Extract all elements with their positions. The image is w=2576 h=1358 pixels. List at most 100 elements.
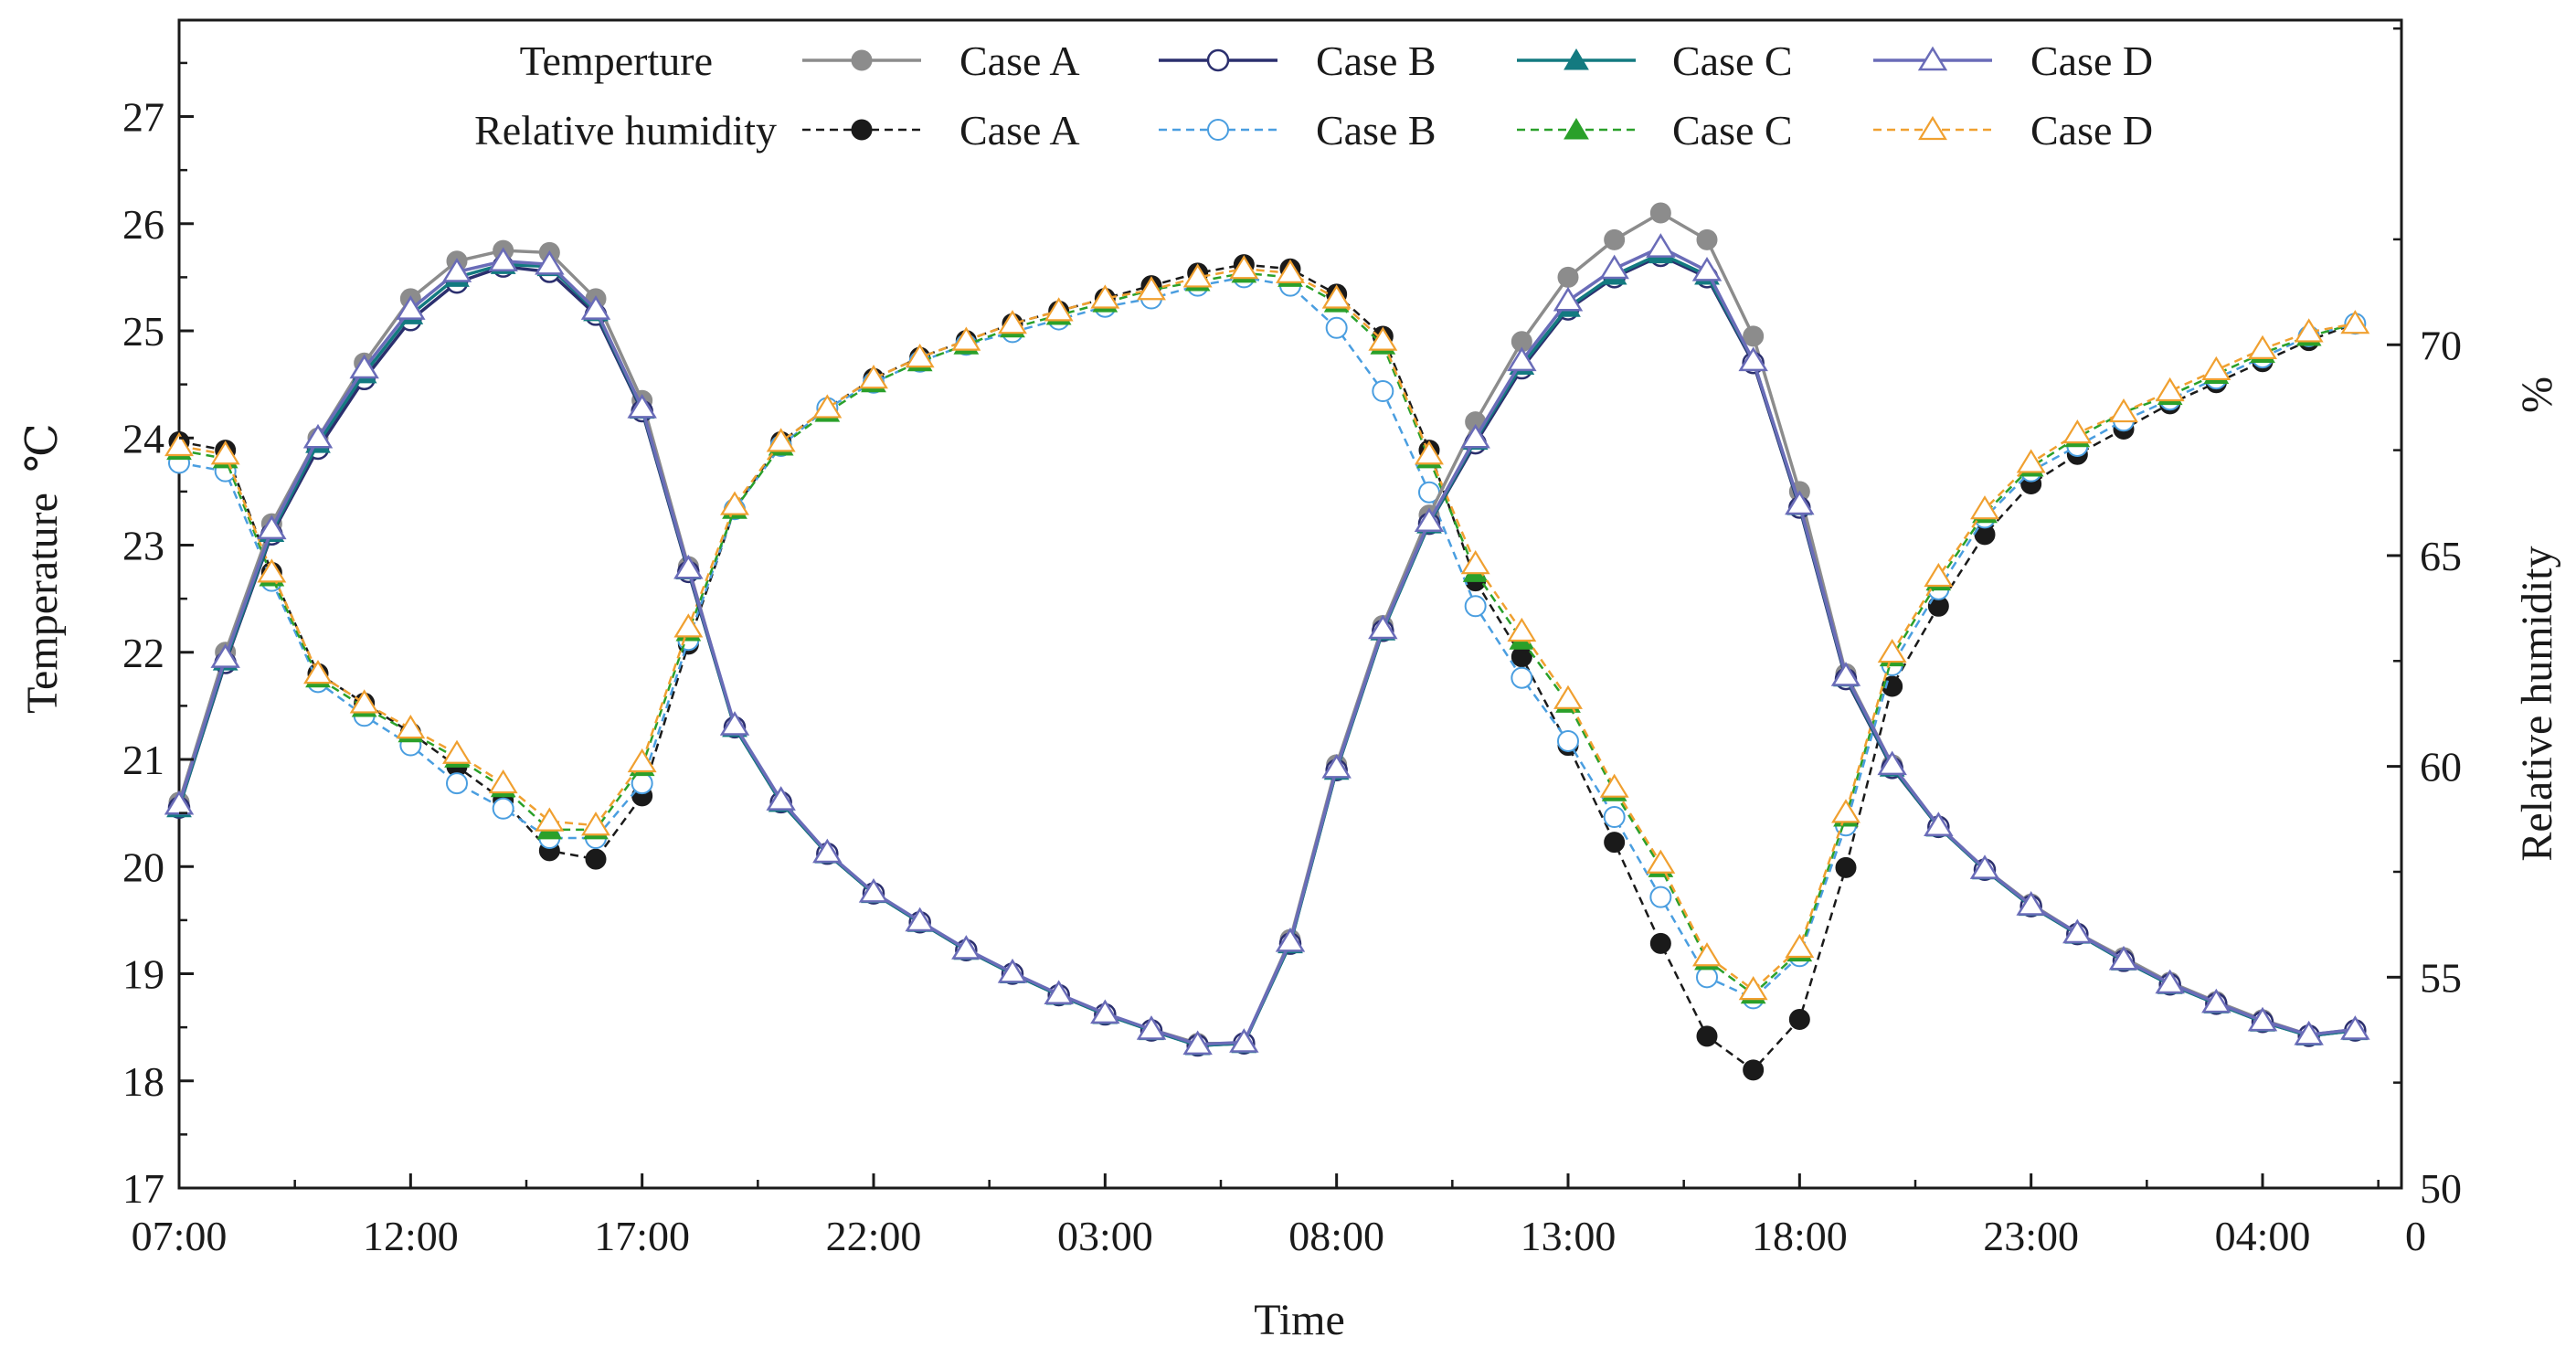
legend-humidity-label-case-a: Case A — [959, 107, 1080, 154]
humidity-point-case-d — [2248, 334, 2277, 359]
humidity-point-case-a — [1696, 1025, 1718, 1047]
humidity-point-case-a — [1511, 646, 1532, 668]
legend-temperature-label-case-d: Case D — [2030, 37, 2153, 84]
humidity-point-case-d — [766, 428, 796, 452]
humidity-point-case-d — [951, 326, 981, 351]
temperature-point-case-d — [997, 958, 1028, 983]
temperature-point-case-d — [766, 786, 796, 811]
x-tick-label: 04:00 — [2215, 1213, 2311, 1259]
temperature-point-case-d — [1738, 346, 1768, 372]
legend-group-temperature: Temperture — [520, 37, 713, 84]
temperature-point-case-a — [1557, 266, 1579, 288]
humidity-point-case-a — [1604, 832, 1626, 854]
legend-temperature-marker-case-a — [851, 49, 873, 71]
x-tick-label: 17:00 — [594, 1213, 690, 1259]
humidity-line-case-d — [178, 267, 2356, 992]
legend-temperature-label-case-b: Case B — [1316, 37, 1436, 84]
humidity-point-case-d — [2340, 310, 2370, 334]
legend-temperature-label-case-c: Case C — [1672, 37, 1793, 84]
temperature-point-case-d — [1368, 614, 1398, 640]
temperature-point-case-d — [210, 643, 240, 668]
y-right-tick-label: 55 — [2420, 954, 2462, 1001]
temperature-point-case-a — [1604, 228, 1626, 250]
legend-temperature-marker-case-b — [1206, 48, 1230, 72]
temperature-point-case-d — [396, 295, 426, 320]
humidity-point-case-d — [1044, 297, 1074, 322]
temperature-point-case-d — [1044, 980, 1074, 1005]
humidity-line-case-c — [178, 271, 2356, 996]
temperature-line-case-d — [177, 245, 2356, 1046]
axes-layer: 17 18 19 20 21 22 23 24 25 26 27 50 55 60 65 70 07:00 12:… — [18, 27, 2561, 1344]
temperature-point-case-d — [1507, 346, 1537, 372]
y-right-axis-title: Relative humidity — [2513, 546, 2561, 861]
temperature-point-case-d — [2247, 1006, 2278, 1032]
humidity-point-case-d — [1599, 773, 1629, 798]
humidity-point-case-d — [1877, 638, 1907, 663]
humidity-point-case-d — [1137, 276, 1166, 301]
temperature-point-case-d — [905, 907, 935, 932]
y-left-tick-label: 26 — [122, 201, 164, 248]
x-tick-label: 08:00 — [1288, 1213, 1384, 1259]
temperature-point-case-d — [1924, 812, 1954, 836]
humidity-point-case-b — [1464, 595, 1487, 618]
temperature-point-case-d — [858, 877, 889, 903]
temperature-point-case-d — [1646, 233, 1676, 258]
humidity-point-case-d — [1321, 284, 1352, 309]
plot-area — [177, 18, 2403, 1190]
humidity-point-case-d — [442, 739, 472, 764]
humidity-point-case-d — [1229, 255, 1259, 280]
y-left-tick-label: 27 — [122, 94, 164, 141]
temperature-point-case-d — [719, 711, 750, 736]
humidity-point-case-d — [859, 365, 888, 389]
humidity-point-case-d — [1738, 976, 1768, 1001]
humidity-point-case-d — [905, 343, 935, 368]
legend-humidity-marker-case-c — [1564, 118, 1589, 140]
humidity-point-case-d — [581, 812, 610, 836]
temperature-point-case-d — [1599, 254, 1629, 280]
legend-humidity-marker-case-a — [851, 119, 873, 141]
humidity-point-case-d — [1460, 550, 1490, 575]
temperature-point-case-d — [812, 838, 843, 864]
humidity-point-case-d — [2155, 377, 2185, 402]
humidity-point-case-d — [349, 689, 379, 714]
temperature-point-case-d — [1969, 854, 2000, 879]
temperature-point-case-a — [1696, 228, 1718, 250]
humidity-point-case-b — [1649, 886, 1672, 908]
x-tick-label: 03:00 — [1057, 1213, 1153, 1259]
temperature-point-case-d — [2294, 1020, 2324, 1045]
humidity-point-case-b — [1557, 729, 1579, 752]
temperature-line-case-b — [177, 254, 2356, 1047]
legend-humidity-label-case-d: Case D — [2030, 107, 2153, 154]
temperature-point-case-d — [2108, 945, 2139, 971]
humidity-point-case-a — [1835, 856, 1857, 878]
y-left-tick-label: 20 — [122, 843, 164, 890]
temperature-point-case-d — [1691, 256, 1723, 281]
humidity-point-case-d — [535, 807, 565, 832]
temperature-point-case-d — [1414, 507, 1445, 532]
series-layer — [164, 202, 2370, 1081]
humidity-point-case-d — [257, 558, 287, 583]
temperature-point-case-d — [1136, 1015, 1167, 1040]
temperature-point-case-d — [1229, 1028, 1259, 1053]
legend-group-humidity: Relative humidity — [474, 107, 777, 154]
plot-frame — [177, 18, 2403, 1190]
humidity-point-case-d — [396, 714, 426, 739]
temperature-point-case-d — [1090, 999, 1120, 1024]
x-axis-title: Time — [1254, 1296, 1345, 1344]
humidity-point-case-d — [1785, 933, 1815, 959]
y-left-axis-title: Temperature — [18, 493, 67, 714]
x-tick-label: 13:00 — [1521, 1213, 1617, 1259]
humidity-line-case-a — [178, 263, 2356, 1072]
temperature-point-case-d — [1553, 286, 1584, 312]
temperature-point-case-d — [673, 554, 704, 579]
temperature-point-case-d — [1321, 753, 1352, 779]
x-tick-label: 18:00 — [1752, 1213, 1848, 1259]
humidity-line-case-b — [178, 276, 2356, 1000]
humidity-point-case-a — [585, 848, 607, 870]
temperature-point-case-d — [2062, 918, 2093, 944]
y-right-tick-label: 50 — [2420, 1165, 2462, 1212]
humidity-point-case-b — [1696, 966, 1718, 989]
x-tick-label: 0 — [2405, 1213, 2426, 1259]
y-left-tick-label: 23 — [122, 523, 164, 569]
x-tick-label: 12:00 — [363, 1213, 459, 1259]
